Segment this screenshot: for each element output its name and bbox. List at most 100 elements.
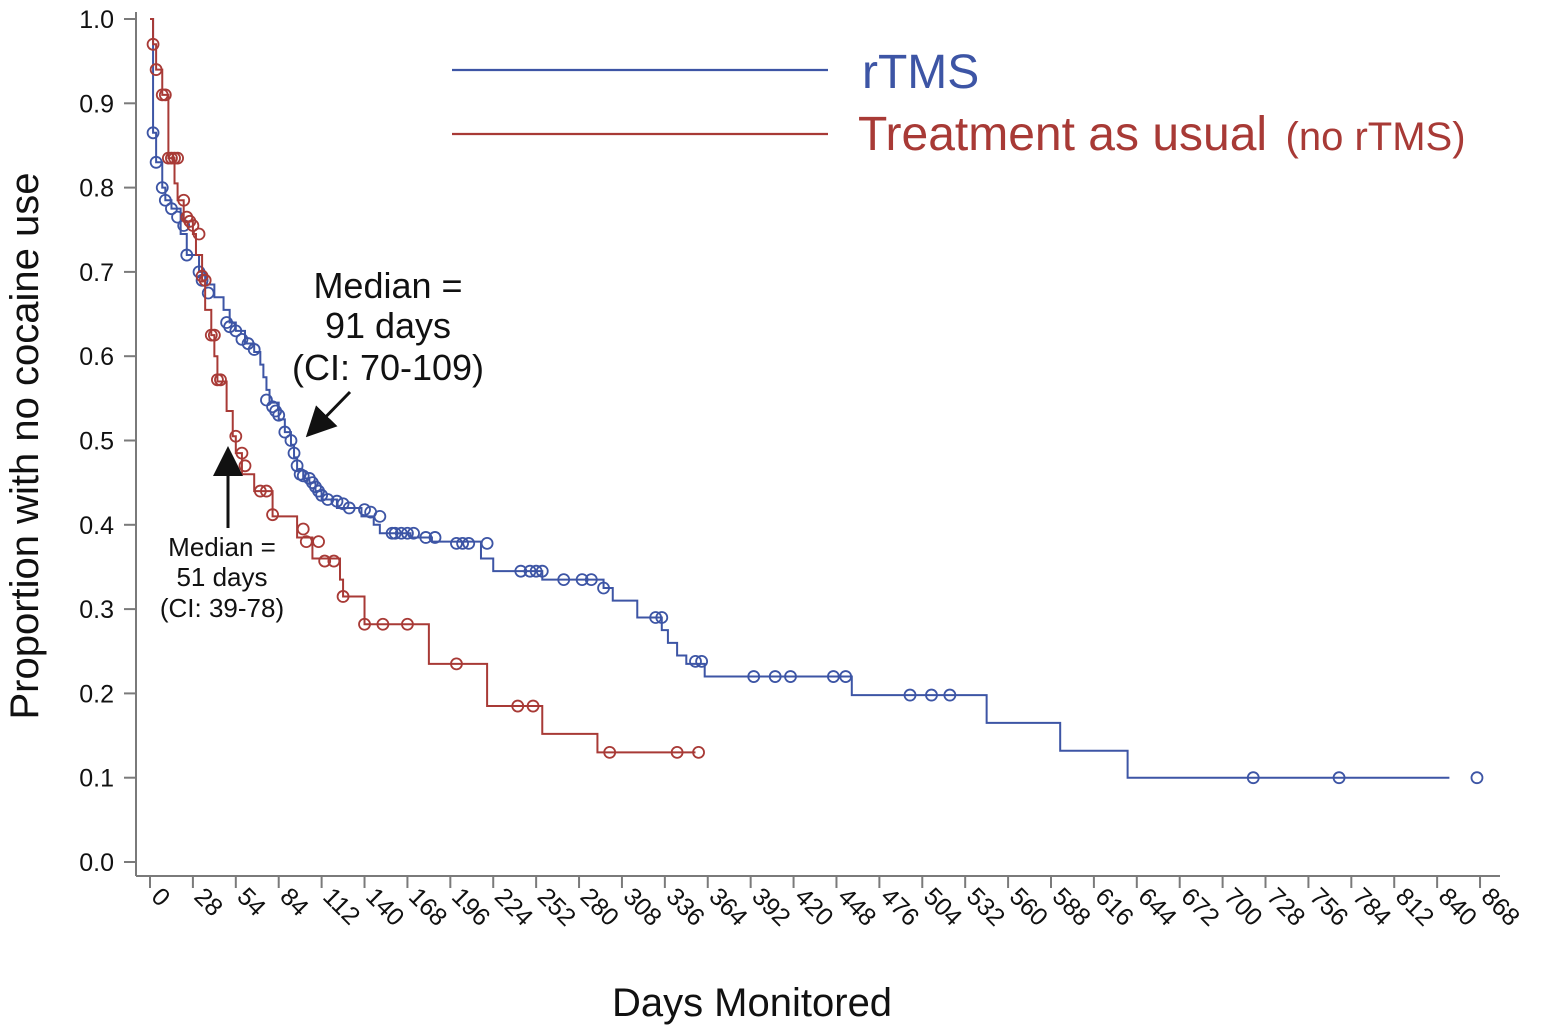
series-tau-censor-mark [260, 484, 273, 498]
series-tau-censor-mark [603, 746, 617, 759]
y-tick-label: 0.6 [79, 343, 114, 371]
series-rtms-censor-mark [584, 573, 598, 586]
annotation-rtms-line-3: (CI: 70-109) [292, 347, 484, 388]
series-tau-censor-mark [670, 746, 684, 759]
y-tick-label: 0.7 [79, 259, 114, 287]
series-rtms-censor-mark [450, 536, 463, 550]
series-rtms-censor-mark [287, 446, 301, 460]
x-tick-label: 476 [875, 882, 924, 931]
x-ticks: 0 28 54 84 112140168196224252280308336364392… [146, 876, 1525, 932]
series-rtms-censor-mark [1470, 771, 1484, 785]
series-tau-censor-mark [327, 554, 341, 568]
y-tick-label: 1.0 [79, 6, 114, 34]
series-rtms-censor-mark [278, 425, 292, 439]
legend-rtms-label: rTMS [862, 46, 979, 99]
series-rtms-censor-mark [695, 654, 709, 668]
series-tau-censor-mark [171, 151, 184, 165]
series-tau-censor-mark [692, 746, 705, 759]
series-rtms-censor-mark [535, 564, 549, 578]
series-tau-censor-mark [318, 554, 332, 568]
series-rtms-censor-mark [462, 536, 476, 550]
legend-tau-main: Treatment as usual [858, 108, 1267, 161]
x-tick-label: 336 [661, 882, 710, 931]
x-tick-label: 812 [1390, 882, 1439, 931]
x-tick-label: 112 [317, 882, 365, 930]
series-tau-censor-mark [401, 617, 414, 631]
series-rtms-censor-mark [1246, 771, 1260, 785]
axes [135, 12, 1500, 877]
series-rtms-censor-mark [284, 434, 298, 447]
series-rtms-censor-mark [272, 408, 286, 422]
x-tick-label: 588 [1047, 882, 1096, 931]
legend-tau-paren: (no rTMS) [1286, 115, 1466, 159]
series-rtms-censor-mark [557, 573, 571, 586]
x-tick-label: 84 [274, 882, 314, 922]
series-tau-censor-mark [376, 617, 390, 631]
series-rtms-censor-mark [149, 155, 163, 169]
x-tick-label: 280 [575, 882, 624, 931]
series-tau [146, 18, 705, 759]
x-tick-label: 140 [360, 882, 409, 931]
series-rtms-censor-mark [342, 501, 356, 515]
series-rtms-censor-mark [407, 526, 420, 540]
series-tau-censor-mark [229, 429, 243, 443]
series-rtms-censor-mark [180, 248, 194, 262]
series-rtms-censor-mark [247, 343, 261, 356]
series-rtms-censor-mark [480, 536, 494, 550]
series-rtms-censor-mark [373, 509, 387, 523]
series-tau-censor-mark [336, 590, 350, 603]
x-tick-label: 448 [832, 882, 881, 931]
series-tau-censor-mark [450, 657, 463, 671]
series-rtms-censor-mark [321, 493, 335, 506]
annotation-tau-median: Median = 51 days (CI: 39-78) [160, 446, 284, 623]
series-tau-censor-mark [296, 522, 310, 536]
series-tau-censor-mark [266, 508, 279, 522]
series-tau-line [150, 18, 696, 754]
x-tick-label: 840 [1433, 882, 1482, 931]
y-tick-label: 0.0 [79, 849, 114, 877]
annotation-rtms-arrow [305, 390, 352, 438]
series-rtms-censor-mark [296, 469, 310, 483]
x-tick-label: 364 [704, 882, 753, 931]
series-rtms-censor-mark [597, 581, 610, 595]
series-rtms-censor-mark [747, 670, 761, 683]
y-ticks: 0.0 0.1 0.2 0.3 0.4 0.5 0.6 0.7 0.8 0.9 1.0 [79, 6, 136, 877]
series-rtms-censor-mark [839, 670, 853, 683]
y-tick-label: 0.2 [79, 680, 114, 708]
y-tick-label: 0.9 [79, 90, 114, 118]
series-rtms-censor-mark [229, 324, 243, 338]
annotation-tau-line-1: Median = [168, 532, 276, 562]
y-tick-label: 0.1 [79, 765, 114, 793]
series-tau-censor-mark [358, 617, 371, 631]
annotation-tau-line-2: 51 days [176, 562, 267, 592]
series-tau-censor-mark [198, 273, 212, 287]
x-tick-label: 54 [232, 882, 272, 922]
series-rtms-censor-mark [784, 670, 797, 683]
series-rtms-censor-mark [146, 126, 160, 140]
series-rtms-censor-mark [358, 503, 371, 517]
x-tick-label: 224 [489, 882, 538, 931]
series-rtms-censor-mark [575, 573, 589, 586]
series-rtms-censor-mark [401, 526, 414, 540]
x-tick-label: 700 [1218, 882, 1267, 931]
x-tick-label: 672 [1175, 882, 1224, 931]
x-tick-label: 308 [618, 882, 667, 931]
x-tick-label: 560 [1004, 882, 1053, 931]
series-rtms-censor-mark [827, 670, 840, 683]
series-rtms-censor-mark [158, 193, 172, 207]
series-rtms-censor-mark [290, 459, 304, 473]
annotation-rtms-median: Median = 91 days (CI: 70-109) [292, 265, 484, 438]
x-tick-label: 168 [403, 882, 452, 931]
annotation-rtms-line-2: 91 days [325, 305, 451, 346]
series-rtms-censor-mark [529, 564, 543, 578]
y-tick-label: 0.3 [79, 596, 114, 624]
legend: rTMS Treatment as usual (no rTMS) [452, 46, 1466, 161]
series-rtms-censor-mark [165, 202, 178, 216]
series-rtms-censor-mark [330, 494, 344, 508]
series-rtms-censor-mark [943, 688, 957, 702]
y-tick-label: 0.8 [79, 175, 114, 203]
series-rtms-censor-mark [649, 611, 663, 624]
series-rtms-censor-mark [388, 526, 402, 540]
x-tick-label: 252 [532, 882, 581, 931]
